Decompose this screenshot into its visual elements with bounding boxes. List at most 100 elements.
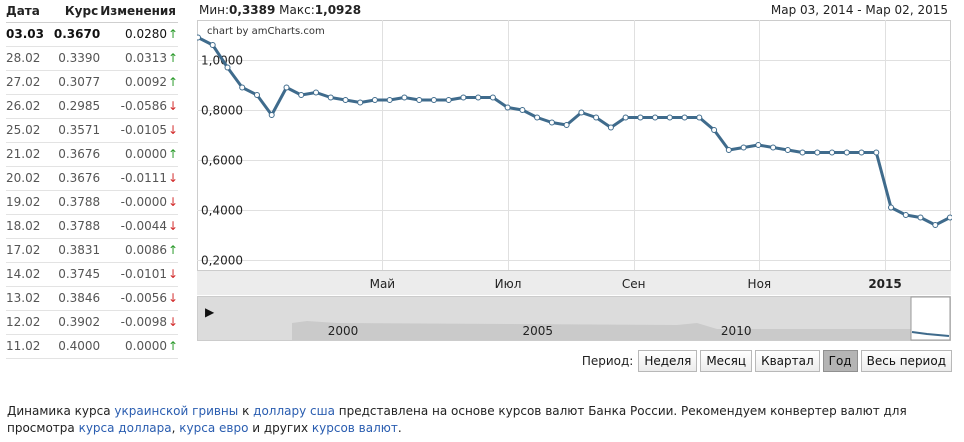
period-button[interactable]: Месяц	[700, 350, 753, 372]
data-point	[460, 94, 467, 101]
data-point	[902, 212, 909, 218]
data-point	[681, 114, 688, 121]
data-point	[740, 144, 747, 151]
link-dollar-rate[interactable]: курса доллара	[78, 421, 172, 435]
arrow-down-icon: ↓	[168, 219, 179, 233]
arrow-down-icon: ↓	[168, 195, 179, 209]
row-change: 0.0313	[125, 51, 167, 65]
data-point	[283, 84, 290, 91]
y-tick-label: 0,2000	[201, 254, 243, 268]
rate-row: 14.02 0.3745 -0.0101↓	[6, 262, 178, 287]
max-value: 1,0928	[314, 3, 362, 17]
row-change: -0.0105	[120, 123, 167, 137]
rate-row: 28.02 0.3390 0.0313↑	[6, 46, 178, 71]
data-point	[489, 94, 496, 101]
data-point	[224, 64, 231, 71]
data-point	[637, 114, 644, 121]
data-point	[696, 114, 703, 121]
data-point	[548, 119, 555, 126]
row-change-cell: -0.0098↓	[100, 310, 178, 335]
link-ukrainian-hryvnia[interactable]: украинской гривны	[114, 404, 239, 418]
data-point	[843, 149, 850, 156]
row-rate: 0.3676	[47, 142, 101, 167]
row-rate: 0.3745	[47, 262, 101, 287]
row-change-cell: 0.0000↑	[100, 334, 179, 359]
play-icon[interactable]: ▶	[205, 305, 215, 319]
link-currency-rates[interactable]: курсов валют	[311, 421, 398, 435]
row-change: 0.0000	[125, 339, 167, 353]
data-point	[401, 94, 408, 101]
data-point	[534, 114, 541, 121]
plot-area	[197, 20, 951, 271]
data-point	[858, 149, 865, 156]
navigator-area	[292, 321, 911, 340]
row-change-cell: 0.0280↑	[100, 22, 179, 47]
rate-row: 03.03 0.3670 0.0280↑	[6, 22, 179, 47]
data-point	[209, 42, 216, 48]
arrow-up-icon: ↑	[168, 243, 179, 257]
row-rate: 0.3670	[47, 22, 101, 47]
row-rate: 0.3788	[47, 214, 101, 239]
row-change: -0.0101	[120, 267, 167, 281]
row-date: 11.02	[6, 334, 48, 359]
period-button[interactable]: Неделя	[638, 350, 698, 372]
navigator-selection	[910, 296, 951, 341]
arrow-up-icon: ↑	[168, 75, 179, 89]
x-tick-label: Сен	[622, 277, 646, 291]
row-date: 28.02	[6, 46, 48, 71]
data-point	[666, 114, 673, 121]
row-change-cell: 0.0092↑	[100, 70, 179, 95]
data-point	[475, 94, 482, 101]
desc-text-3: представлена на основе курсов валют Банк…	[7, 404, 907, 435]
header-date: Дата	[6, 0, 48, 23]
rate-row: 25.02 0.3571 -0.0105↓	[6, 118, 178, 143]
data-point	[342, 97, 349, 103]
row-date: 18.02	[6, 214, 48, 239]
row-date: 13.02	[6, 286, 48, 311]
period-button[interactable]: Год	[822, 350, 858, 372]
data-point	[622, 114, 629, 121]
period-button[interactable]: Весь период	[860, 350, 952, 372]
arrow-up-icon: ↑	[168, 27, 179, 41]
desc-text-5: и других	[248, 421, 312, 435]
row-change: -0.0111	[120, 171, 167, 185]
link-us-dollar[interactable]: доллару сша	[253, 404, 335, 418]
data-point	[607, 124, 614, 131]
arrow-up-icon: ↑	[168, 147, 179, 161]
x-tick-label: 2015	[868, 277, 901, 291]
data-point	[947, 214, 952, 221]
arrow-up-icon: ↑	[168, 339, 179, 353]
desc-text-4: ,	[171, 421, 180, 435]
data-point	[357, 99, 364, 106]
data-point	[197, 34, 201, 41]
data-point	[371, 97, 378, 103]
row-date: 21.02	[6, 142, 48, 167]
row-change-cell: -0.0000↓	[100, 190, 179, 215]
header-rate: Курс	[47, 0, 101, 23]
period-button[interactable]: Квартал	[755, 350, 820, 372]
link-euro-rate[interactable]: курса евро	[179, 421, 249, 435]
arrow-down-icon: ↓	[168, 171, 179, 185]
data-point	[888, 204, 894, 211]
description: Динамика курса украинской гривны к долла…	[7, 403, 962, 437]
row-change: 0.0000	[125, 147, 167, 161]
row-date: 25.02	[6, 118, 48, 143]
row-rate: 0.3676	[47, 166, 101, 191]
row-rate: 0.2985	[47, 94, 101, 119]
data-point	[784, 147, 791, 153]
navigator-selection-line	[911, 331, 950, 337]
period-selector: Период: Неделя Месяц Квартал Год Весь период	[582, 350, 952, 372]
row-change: -0.0586	[120, 99, 167, 113]
navigator-year-label: 2005	[522, 324, 553, 338]
row-change-cell: -0.0044↓	[100, 214, 179, 239]
data-point	[563, 122, 570, 128]
data-point	[327, 94, 334, 101]
row-change-cell: -0.0101↓	[100, 262, 178, 287]
row-change-cell: 0.0313↑	[100, 46, 178, 71]
row-date: 03.03	[6, 22, 48, 47]
row-rate: 0.3571	[47, 118, 101, 143]
data-point	[593, 114, 600, 121]
x-tick-label: Май	[370, 277, 396, 291]
rate-row: 11.02 0.4000 0.0000↑	[6, 334, 179, 359]
